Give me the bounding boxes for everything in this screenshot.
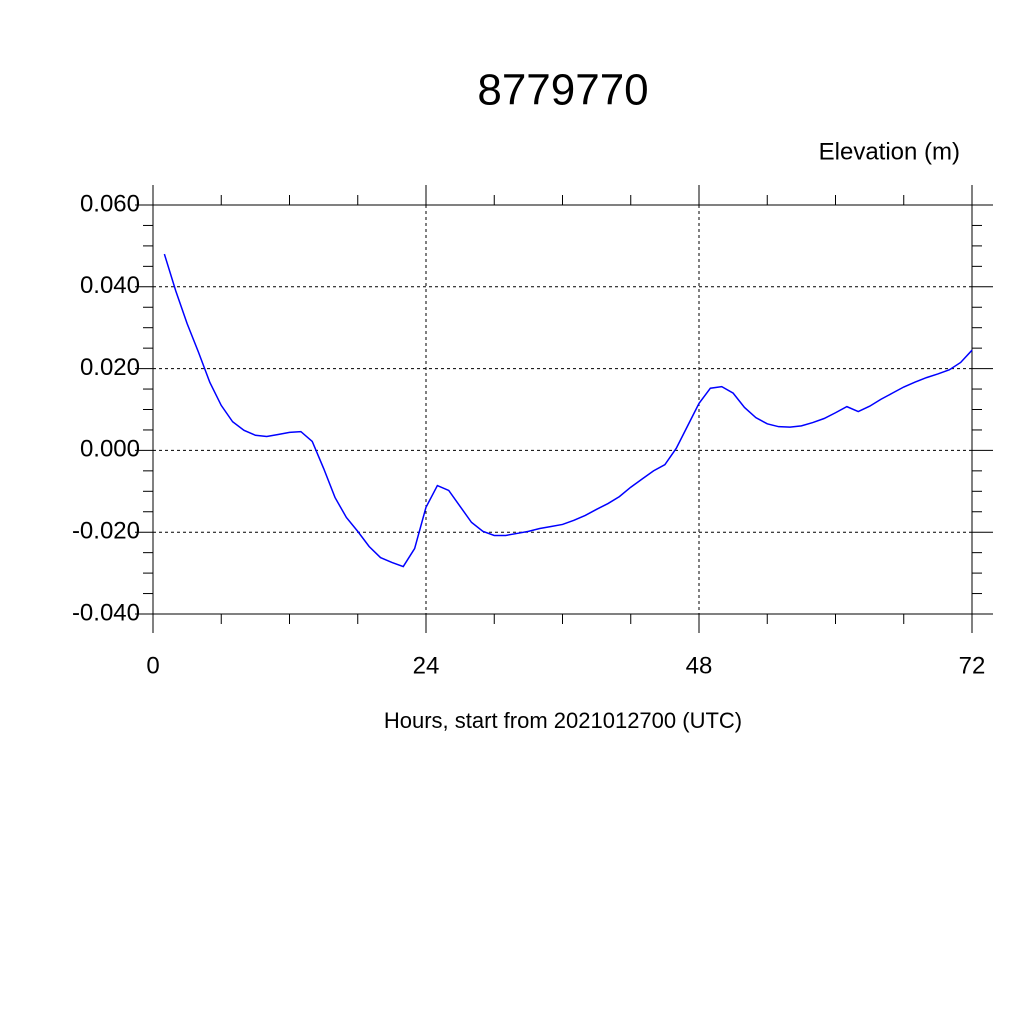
y-tick-label: 0.020 — [80, 354, 140, 381]
y-tick-label: -0.020 — [72, 518, 140, 545]
y-tick-label: -0.040 — [72, 599, 140, 626]
x-tick-label: 24 — [413, 652, 440, 679]
y-tick-label: 0.000 — [80, 436, 140, 463]
y-tick-label: 0.040 — [80, 272, 140, 299]
x-tick-label: 0 — [146, 652, 159, 679]
data-line — [163, 253, 973, 568]
y-tick-label: 0.060 — [80, 190, 140, 217]
chart-title: 8779770 — [477, 66, 648, 115]
y-axis-label: Elevation (m) — [819, 138, 960, 165]
x-axis-label: Hours, start from 2021012700 (UTC) — [384, 708, 742, 733]
x-tick-label: 48 — [686, 652, 713, 679]
x-tick-label: 72 — [959, 652, 986, 679]
